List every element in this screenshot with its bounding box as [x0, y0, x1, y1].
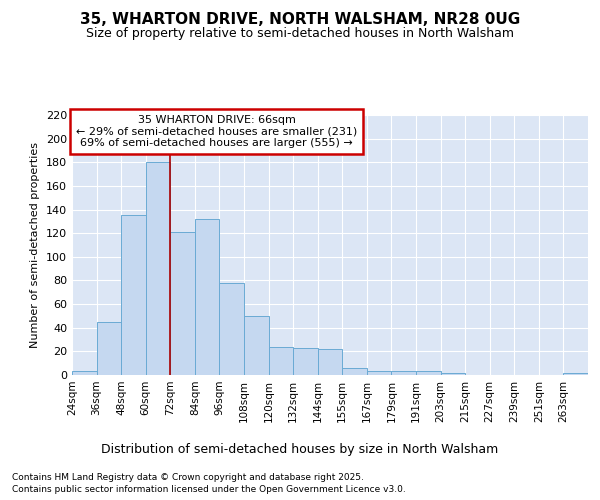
Y-axis label: Number of semi-detached properties: Number of semi-detached properties [31, 142, 40, 348]
Text: Contains public sector information licensed under the Open Government Licence v3: Contains public sector information licen… [12, 485, 406, 494]
Bar [146, 162, 170, 375]
Bar [367, 372, 391, 375]
Bar [416, 372, 440, 375]
Bar [293, 348, 318, 375]
Text: 35 WHARTON DRIVE: 66sqm
← 29% of semi-detached houses are smaller (231)
69% of s: 35 WHARTON DRIVE: 66sqm ← 29% of semi-de… [76, 115, 357, 148]
Bar [195, 219, 220, 375]
Bar [72, 372, 97, 375]
Text: Distribution of semi-detached houses by size in North Walsham: Distribution of semi-detached houses by … [101, 442, 499, 456]
Bar [269, 346, 293, 375]
Bar [440, 372, 465, 375]
Bar [170, 232, 195, 375]
Bar [563, 372, 588, 375]
Bar [318, 349, 342, 375]
Bar [244, 316, 269, 375]
Bar [391, 372, 416, 375]
Bar [220, 283, 244, 375]
Bar [97, 322, 121, 375]
Bar [342, 368, 367, 375]
Text: 35, WHARTON DRIVE, NORTH WALSHAM, NR28 0UG: 35, WHARTON DRIVE, NORTH WALSHAM, NR28 0… [80, 12, 520, 28]
Bar [121, 216, 146, 375]
Text: Contains HM Land Registry data © Crown copyright and database right 2025.: Contains HM Land Registry data © Crown c… [12, 472, 364, 482]
Text: Size of property relative to semi-detached houses in North Walsham: Size of property relative to semi-detach… [86, 28, 514, 40]
